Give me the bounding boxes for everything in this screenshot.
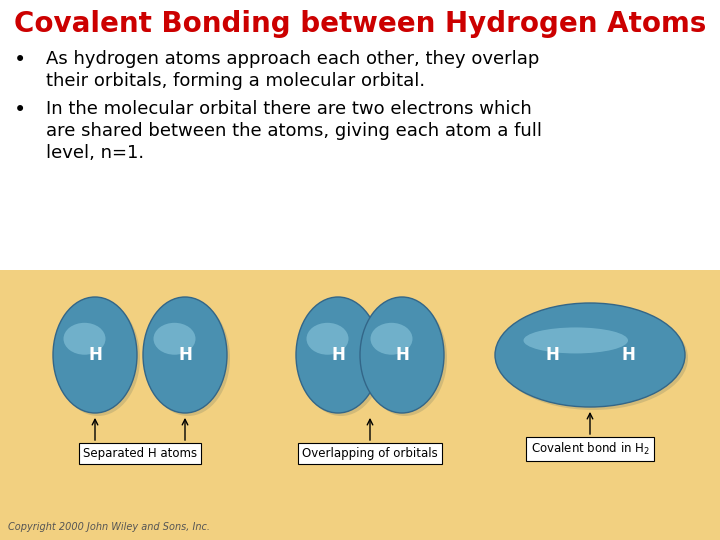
Ellipse shape (58, 304, 132, 406)
Ellipse shape (523, 327, 628, 354)
Text: In the molecular orbital there are two electrons which: In the molecular orbital there are two e… (46, 100, 532, 118)
Ellipse shape (148, 304, 222, 406)
Ellipse shape (371, 312, 433, 399)
Text: level, n=1.: level, n=1. (46, 144, 144, 162)
Ellipse shape (164, 326, 206, 384)
Ellipse shape (63, 323, 106, 355)
Text: •: • (14, 100, 26, 120)
Text: H: H (331, 346, 345, 364)
Text: Overlapping of orbitals: Overlapping of orbitals (302, 447, 438, 460)
Ellipse shape (365, 304, 438, 406)
Ellipse shape (74, 326, 116, 384)
Ellipse shape (84, 341, 106, 369)
Ellipse shape (392, 341, 413, 369)
Text: are shared between the atoms, giving each atom a full: are shared between the atoms, giving eac… (46, 122, 542, 140)
Text: H: H (395, 346, 409, 364)
Ellipse shape (328, 341, 348, 369)
Ellipse shape (495, 303, 685, 407)
Bar (0, 270, 720, 540)
Ellipse shape (317, 326, 359, 384)
Text: •: • (14, 50, 26, 70)
Ellipse shape (296, 297, 380, 413)
Text: H: H (621, 346, 635, 364)
Text: H: H (178, 346, 192, 364)
Ellipse shape (307, 323, 348, 355)
Ellipse shape (153, 312, 217, 399)
Ellipse shape (376, 319, 428, 392)
Ellipse shape (299, 300, 383, 416)
Ellipse shape (323, 333, 354, 377)
Ellipse shape (301, 304, 374, 406)
Ellipse shape (381, 326, 423, 384)
Ellipse shape (63, 312, 127, 399)
Ellipse shape (68, 319, 121, 392)
Ellipse shape (56, 300, 140, 416)
Ellipse shape (174, 341, 196, 369)
Ellipse shape (363, 300, 447, 416)
Text: H: H (88, 346, 102, 364)
Ellipse shape (307, 312, 369, 399)
Ellipse shape (360, 297, 444, 413)
Text: Copyright 2000 John Wiley and Sons, Inc.: Copyright 2000 John Wiley and Sons, Inc. (8, 522, 210, 532)
Ellipse shape (90, 348, 100, 362)
Bar (0, 0, 720, 270)
Text: Covalent bond in H$_2$: Covalent bond in H$_2$ (531, 441, 649, 457)
Ellipse shape (143, 297, 227, 413)
Text: As hydrogen atoms approach each other, they overlap: As hydrogen atoms approach each other, t… (46, 50, 539, 68)
Ellipse shape (371, 323, 413, 355)
Ellipse shape (169, 333, 201, 377)
Ellipse shape (53, 297, 137, 413)
Ellipse shape (143, 297, 227, 413)
Text: their orbitals, forming a molecular orbital.: their orbitals, forming a molecular orbi… (46, 72, 425, 90)
Text: Separated H atoms: Separated H atoms (83, 447, 197, 460)
Ellipse shape (153, 323, 196, 355)
Text: H: H (545, 346, 559, 364)
Ellipse shape (397, 348, 408, 362)
Ellipse shape (296, 297, 380, 413)
Ellipse shape (79, 333, 111, 377)
Ellipse shape (180, 348, 190, 362)
Ellipse shape (386, 333, 418, 377)
Ellipse shape (53, 297, 137, 413)
Ellipse shape (158, 319, 211, 392)
Ellipse shape (333, 348, 343, 362)
Ellipse shape (498, 306, 688, 410)
Ellipse shape (360, 297, 444, 413)
Text: Covalent Bonding between Hydrogen Atoms: Covalent Bonding between Hydrogen Atoms (14, 10, 706, 38)
Ellipse shape (312, 319, 364, 392)
Ellipse shape (146, 300, 230, 416)
